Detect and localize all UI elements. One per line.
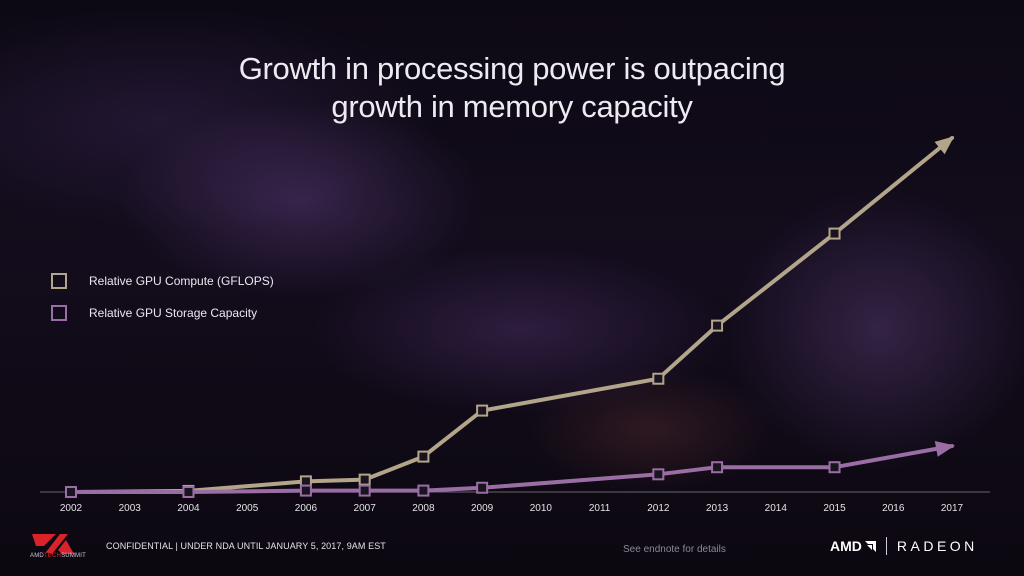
logo-text-summit: SUMMIT bbox=[61, 553, 86, 559]
x-tick-label: 2007 bbox=[354, 503, 377, 514]
amd-wordmark-text: AMD bbox=[830, 538, 862, 554]
legend-label-1: Relative GPU Storage Capacity bbox=[89, 306, 257, 320]
x-tick-label: 2015 bbox=[823, 503, 846, 514]
x-tick-label: 2009 bbox=[471, 503, 494, 514]
series-marker-0 bbox=[652, 372, 665, 385]
x-tick-label: 2016 bbox=[882, 503, 905, 514]
series-line-0 bbox=[69, 136, 954, 494]
x-tick-label: 2006 bbox=[295, 503, 318, 514]
amd-tech-summit-logo-icon bbox=[32, 534, 74, 554]
series-arrow-1 bbox=[934, 440, 955, 457]
series-marker-1 bbox=[358, 484, 371, 497]
logo-text: AMDTECHSUMMIT bbox=[30, 553, 86, 559]
x-tick-label: 2010 bbox=[530, 503, 553, 514]
radeon-wordmark: RADEON bbox=[896, 538, 978, 554]
x-tick-label: 2002 bbox=[60, 503, 83, 514]
logo-text-amd: AMD bbox=[30, 553, 44, 559]
series-marker-1 bbox=[65, 486, 77, 498]
series-marker-1 bbox=[182, 486, 195, 498]
amd-arrow-icon bbox=[864, 540, 876, 552]
series-marker-0 bbox=[358, 473, 371, 486]
title-line-1: Growth in processing power is outpacing bbox=[238, 51, 786, 86]
brand-logo: AMD RADEON bbox=[830, 537, 978, 555]
series-marker-1 bbox=[652, 468, 665, 481]
legend-swatch-1 bbox=[51, 305, 67, 321]
x-tick-label: 2005 bbox=[236, 503, 259, 514]
x-tick-label: 2013 bbox=[706, 503, 729, 514]
series-marker-1 bbox=[476, 481, 489, 494]
series-marker-0 bbox=[828, 227, 841, 240]
x-tick-label: 2008 bbox=[412, 503, 435, 514]
confidential-notice: CONFIDENTIAL | UNDER NDA UNTIL JANUARY 5… bbox=[106, 541, 386, 551]
brand-separator bbox=[885, 537, 887, 555]
x-tick-label: 2017 bbox=[941, 503, 964, 514]
series-marker-1 bbox=[417, 484, 430, 497]
series-marker-1 bbox=[299, 484, 312, 497]
x-tick-label: 2012 bbox=[647, 503, 670, 514]
amd-wordmark: AMD bbox=[830, 538, 876, 554]
legend-swatch-0 bbox=[51, 273, 67, 289]
series-marker-1 bbox=[711, 461, 724, 474]
series-marker-1 bbox=[828, 461, 841, 474]
x-tick-label: 2004 bbox=[177, 503, 200, 514]
series-marker-0 bbox=[417, 450, 430, 463]
series-line-1 bbox=[69, 444, 954, 494]
x-tick-label: 2014 bbox=[765, 503, 788, 514]
legend-label-0: Relative GPU Compute (GFLOPS) bbox=[89, 274, 274, 288]
series-marker-0 bbox=[476, 404, 489, 417]
title-line-2: growth in memory capacity bbox=[331, 89, 693, 124]
logo-text-tech: TECH bbox=[43, 553, 62, 559]
series-marker-0 bbox=[711, 319, 724, 332]
endnote-text: See endnote for details bbox=[623, 544, 726, 555]
slide-title: Growth in processing power is outpacing … bbox=[0, 50, 1024, 126]
x-tick-label: 2003 bbox=[119, 503, 142, 514]
x-tick-label: 2011 bbox=[589, 503, 611, 514]
series-arrow-0 bbox=[934, 136, 955, 155]
